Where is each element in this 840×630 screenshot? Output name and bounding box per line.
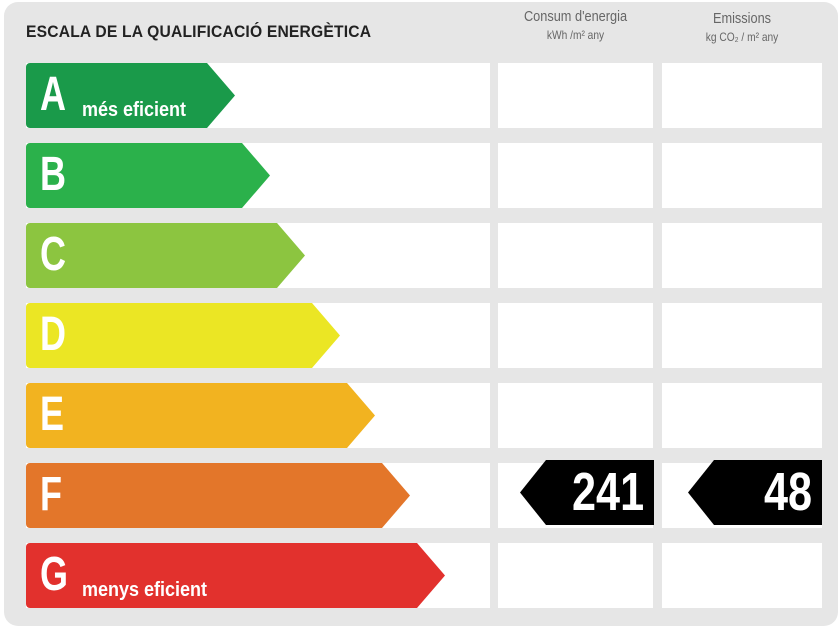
rating-letter: E — [40, 388, 65, 441]
emissions-cell — [662, 143, 822, 208]
emissions-cell — [662, 303, 822, 368]
rating-label: més eficient — [82, 99, 187, 121]
energy-column-title: Consum d'energia — [523, 8, 628, 25]
emissions-cell — [662, 383, 822, 448]
label-title: ESCALA DE LA QUALIFICACIÓ ENERGÈTICA — [26, 22, 372, 41]
emissions-column-header: Emissions kg CO₂ / m² any — [674, 10, 810, 44]
energy-cell — [498, 143, 653, 208]
rating-label: menys eficient — [82, 579, 208, 601]
rating-letter: B — [40, 148, 67, 201]
emissions-badge: 48 — [688, 460, 822, 525]
emissions-column-unit: kg CO₂ / m² any — [705, 30, 779, 44]
energy-column-unit: kWh /m² any — [546, 28, 605, 42]
rating-arrow-c: C — [26, 223, 305, 288]
energy-cell — [498, 303, 653, 368]
energy-cell — [498, 63, 653, 128]
rating-arrow-f: F — [26, 463, 410, 528]
energy-cell — [498, 223, 653, 288]
rating-letter: C — [40, 228, 67, 281]
energy-cell — [498, 383, 653, 448]
emissions-cell — [662, 543, 822, 608]
rating-letter: D — [40, 308, 67, 361]
rating-letter: G — [40, 548, 69, 601]
rating-arrow-e: E — [26, 383, 375, 448]
emissions-cell — [662, 223, 822, 288]
emissions-cell — [662, 63, 822, 128]
rating-letter: A — [40, 68, 67, 121]
emissions-column-title: Emissions — [712, 10, 772, 27]
energy-cell — [498, 543, 653, 608]
rating-letter: F — [40, 468, 62, 521]
energy-consumption-badge: 241 — [520, 460, 654, 525]
rating-arrow-b: B — [26, 143, 270, 208]
energy-column-header: Consum d'energia kWh /m² any — [510, 8, 642, 42]
rating-arrow-d: D — [26, 303, 340, 368]
